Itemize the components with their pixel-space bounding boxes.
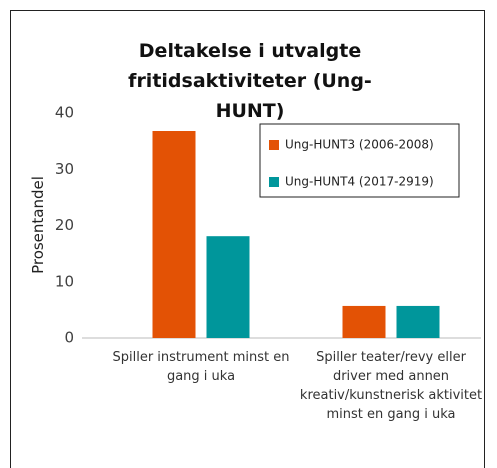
y-tick-label: 20 — [55, 216, 74, 234]
legend-label: Ung-HUNT3 (2006-2008) — [285, 138, 434, 152]
y-tick-label: 30 — [55, 160, 74, 178]
legend-swatch — [269, 177, 279, 187]
legend-box — [259, 123, 460, 198]
legend-swatch — [269, 140, 279, 150]
bar — [152, 131, 196, 338]
bar — [342, 305, 386, 338]
x-tick-label: Spiller teater/revy eller driver med ann… — [299, 350, 483, 422]
bar — [396, 305, 440, 338]
chart-frame — [10, 10, 485, 468]
legend-label: Ung-HUNT4 (2017-2919) — [285, 175, 434, 189]
y-tick-label: 10 — [55, 272, 74, 290]
y-tick-label: 40 — [55, 104, 74, 122]
bar — [206, 236, 250, 338]
y-tick-label: 0 — [64, 329, 74, 347]
x-tick-label: Spiller instrument minst en gang i uka — [112, 350, 290, 384]
chart-title: Deltakelse i utvalgte fritidsaktiviteter… — [128, 40, 372, 122]
